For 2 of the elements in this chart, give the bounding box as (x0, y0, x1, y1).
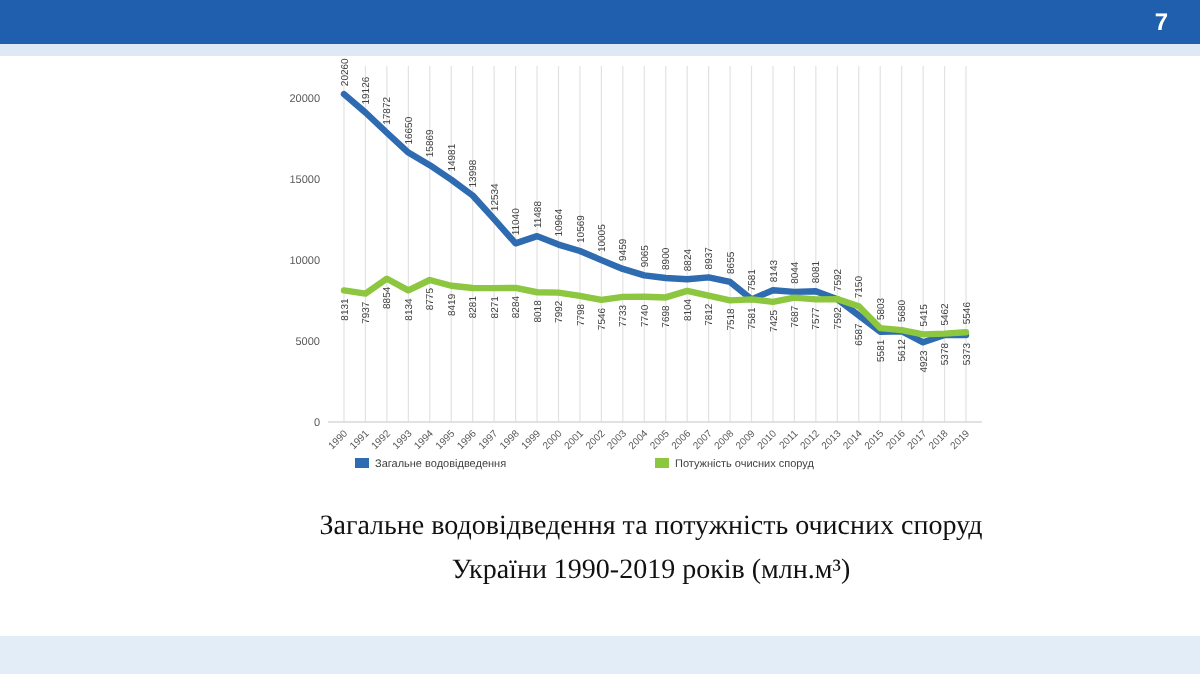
text: Загальне водовідведення та потужність очисних споруд України 1990-2019 років (млн.м³) (319, 512, 983, 586)
text: 7 (1154, 8, 1169, 36)
